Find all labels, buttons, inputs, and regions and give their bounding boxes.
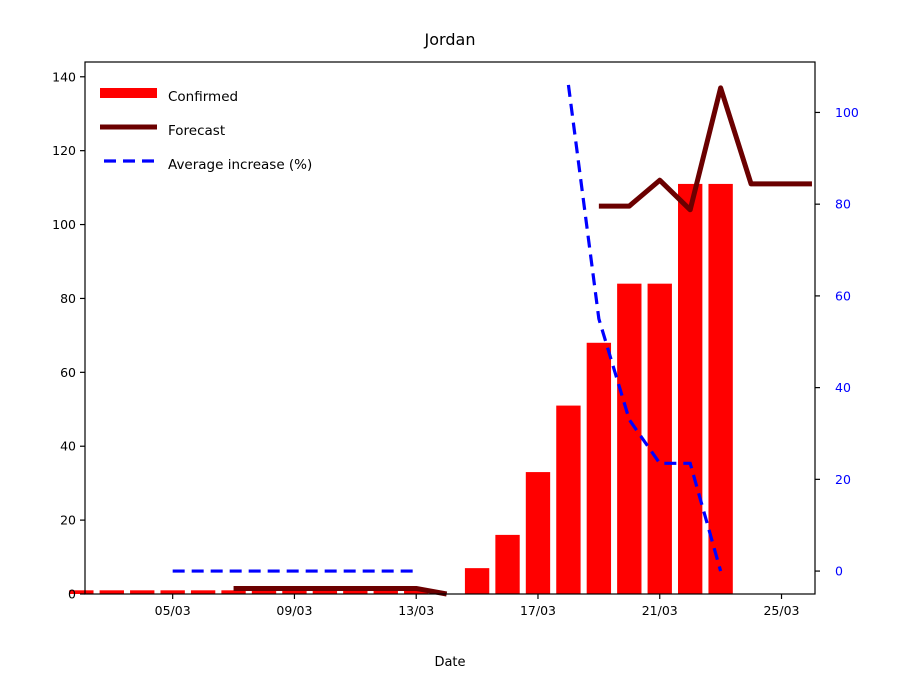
forecast-line [233, 585, 448, 597]
y-tick-label: 80 [60, 291, 76, 306]
left-y-axis: 0 20 40 60 80 100 120 140 [52, 69, 85, 602]
bar-confirmed [190, 590, 216, 594]
y-right-tick-label: 80 [835, 197, 851, 212]
x-tick-label: 17/03 [520, 603, 556, 618]
bar-confirmed [373, 590, 398, 594]
x-tick-label: 25/03 [763, 603, 799, 618]
bar-confirmed [221, 590, 246, 594]
bar-confirmed [495, 534, 520, 594]
forecast-line [598, 85, 812, 213]
legend-label: Average increase (%) [168, 157, 312, 173]
bar-confirmed [556, 405, 581, 594]
legend-label: Forecast [168, 123, 225, 139]
bar-confirmed [312, 590, 338, 594]
y-tick-label: 60 [60, 365, 76, 380]
y-right-tick-label: 40 [835, 380, 851, 395]
chart-title: Jordan [424, 30, 476, 49]
legend-swatch-confirmed [100, 88, 157, 98]
bar-confirmed [69, 590, 94, 594]
x-axis-label: Date [434, 655, 465, 670]
y-tick-label: 40 [60, 439, 76, 454]
plot-area [69, 84, 812, 597]
bar-confirmed [586, 342, 612, 594]
x-axis: 05/03 09/03 13/03 17/03 21/03 25/03 [155, 594, 800, 618]
bar-confirmed [708, 183, 733, 594]
y-tick-label: 100 [52, 217, 76, 232]
right-y-axis: 0 20 40 60 80 100 [815, 105, 859, 579]
bar-confirmed [617, 283, 642, 594]
y-right-tick-label: 20 [835, 472, 851, 487]
y-right-tick-label: 0 [835, 564, 843, 579]
x-tick-label: 21/03 [642, 603, 678, 618]
y-right-tick-label: 100 [835, 105, 859, 120]
bar-confirmed [647, 283, 672, 594]
legend-label: Confirmed [168, 89, 238, 105]
y-right-tick-label: 60 [835, 288, 851, 303]
x-tick-label: 05/03 [155, 603, 191, 618]
x-tick-label: 09/03 [276, 603, 312, 618]
bar-confirmed [343, 590, 368, 594]
y-tick-label: 0 [68, 587, 76, 602]
bar-confirmed [282, 590, 307, 594]
bar-confirmed [404, 590, 429, 594]
bar-confirmed [678, 183, 703, 594]
y-tick-label: 140 [52, 69, 76, 84]
bar-confirmed [464, 568, 490, 594]
bar-confirmed [525, 472, 551, 594]
x-tick-label: 13/03 [398, 603, 434, 618]
bar-confirmed [251, 590, 277, 594]
bar-confirmed [99, 590, 124, 594]
y-tick-label: 120 [52, 143, 76, 158]
legend: Confirmed Forecast Average increase (%) [100, 88, 312, 173]
bar-confirmed [130, 590, 155, 594]
y-tick-label: 20 [60, 513, 76, 528]
plot-frame [84, 61, 816, 595]
bar-confirmed [160, 590, 185, 594]
average-increase-line [566, 84, 723, 572]
